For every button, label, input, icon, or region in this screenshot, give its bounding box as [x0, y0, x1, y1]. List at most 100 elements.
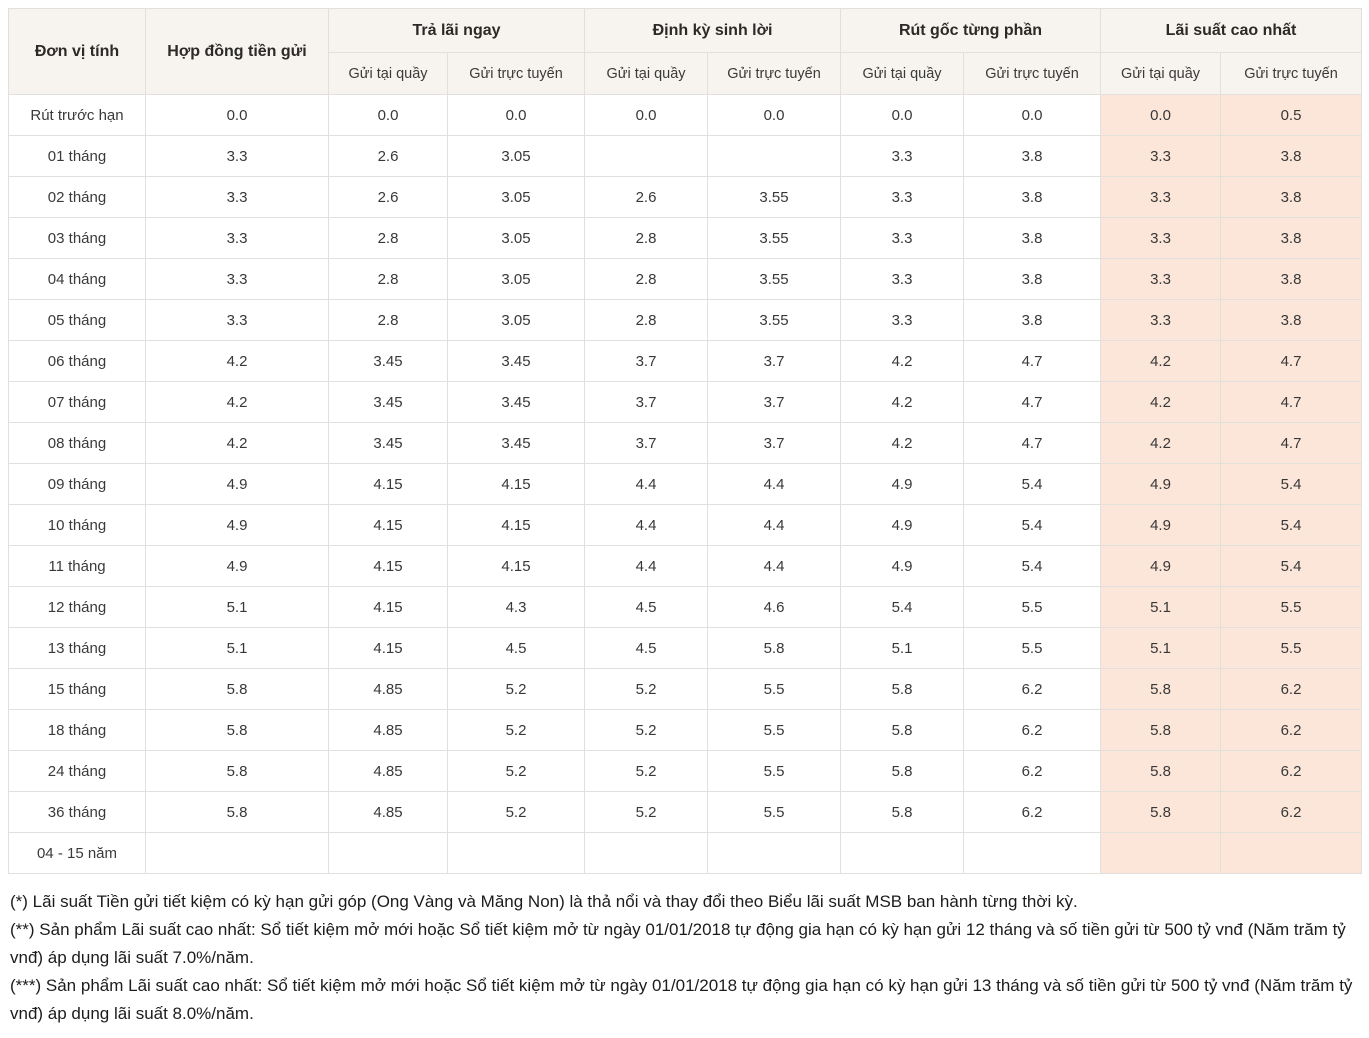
rate-cell	[328, 832, 448, 874]
rate-cell: 0.0	[584, 94, 709, 136]
row-label: Rút trước hạn	[8, 94, 146, 136]
rate-cell-highlight: 0.0	[1100, 94, 1222, 136]
rate-cell	[963, 832, 1102, 874]
rate-cell: 5.2	[446, 791, 586, 833]
group-header-dinh-ky-sinh-loi: Định kỳ sinh lời	[584, 8, 842, 53]
rate-cell-highlight: 5.4	[1220, 504, 1363, 546]
rate-cell: 2.8	[584, 258, 709, 300]
subheader-gui-tai-quay: Gửi tại quầy	[584, 52, 709, 95]
rate-cell-highlight: 4.2	[1100, 340, 1222, 382]
rate-cell-highlight: 5.8	[1100, 750, 1222, 792]
table-row: 15 tháng 5.8 4.85 5.2 5.2 5.5 5.8 6.2 5.8 6.2	[8, 668, 1363, 710]
rate-cell-highlight	[1100, 832, 1222, 874]
rate-cell: 3.05	[446, 135, 586, 177]
rate-cell: 5.8	[145, 709, 329, 751]
rate-cell: 2.8	[328, 258, 448, 300]
rate-cell: 3.45	[328, 422, 448, 464]
rate-cell: 6.2	[963, 750, 1102, 792]
rate-cell-highlight: 4.2	[1100, 381, 1222, 423]
interest-rate-table: Đơn vị tính Hợp đồng tiền gửi Trả lãi ng…	[8, 8, 1363, 874]
rate-cell: 4.2	[840, 381, 965, 423]
rate-cell: 0.0	[328, 94, 448, 136]
rate-cell-highlight: 4.7	[1220, 422, 1363, 464]
rate-cell: 3.55	[707, 258, 842, 300]
rate-cell: 4.2	[145, 422, 329, 464]
table-row: 07 tháng 4.2 3.45 3.45 3.7 3.7 4.2 4.7 4.2 4.7	[8, 381, 1363, 423]
rate-cell: 0.0	[707, 94, 842, 136]
rate-cell: 4.9	[840, 463, 965, 505]
rate-cell: 4.7	[963, 422, 1102, 464]
table-row: 08 tháng 4.2 3.45 3.45 3.7 3.7 4.2 4.7 4.2 4.7	[8, 422, 1363, 464]
rate-cell: 0.0	[145, 94, 329, 136]
rate-cell: 5.4	[963, 504, 1102, 546]
footnote-3: (***) Sản phẩm Lãi suất cao nhất: Sổ tiế…	[10, 976, 1353, 1023]
rate-cell-highlight: 4.7	[1220, 381, 1363, 423]
rate-cell: 5.4	[963, 463, 1102, 505]
rate-cell: 3.3	[840, 299, 965, 341]
row-label: 03 tháng	[8, 217, 146, 259]
table-row: 01 tháng 3.3 2.6 3.05 3.3 3.8 3.3 3.8	[8, 135, 1363, 177]
rate-cell: 3.7	[584, 340, 709, 382]
rate-cell: 4.7	[963, 381, 1102, 423]
rate-cell: 3.3	[145, 299, 329, 341]
rate-cell: 5.2	[584, 791, 709, 833]
rate-cell-highlight: 6.2	[1220, 791, 1363, 833]
row-label: 13 tháng	[8, 627, 146, 669]
rate-cell: 3.45	[328, 340, 448, 382]
row-label: 18 tháng	[8, 709, 146, 751]
rate-cell: 0.0	[446, 94, 586, 136]
row-label: 04 - 15 năm	[8, 832, 146, 874]
rate-cell: 3.05	[446, 176, 586, 218]
rate-cell: 0.0	[840, 94, 965, 136]
row-label: 10 tháng	[8, 504, 146, 546]
rate-cell: 5.4	[840, 586, 965, 628]
rate-cell: 3.8	[963, 217, 1102, 259]
subheader-gui-tai-quay: Gửi tại quầy	[328, 52, 448, 95]
rate-cell: 5.8	[145, 791, 329, 833]
rate-cell: 4.5	[584, 627, 709, 669]
subheader-gui-tai-quay: Gửi tại quầy	[1100, 52, 1222, 95]
rate-cell: 4.4	[584, 504, 709, 546]
rate-cell-highlight: 5.8	[1100, 668, 1222, 710]
rate-cell-highlight: 3.3	[1100, 299, 1222, 341]
rate-cell: 3.45	[328, 381, 448, 423]
row-label: 11 tháng	[8, 545, 146, 587]
row-label: 07 tháng	[8, 381, 146, 423]
group-header-rut-goc-tung-phan: Rút gốc từng phần	[840, 8, 1102, 53]
rate-cell: 5.2	[584, 668, 709, 710]
rate-cell-highlight: 3.3	[1100, 217, 1222, 259]
row-label: 36 tháng	[8, 791, 146, 833]
rate-cell-highlight: 5.5	[1220, 586, 1363, 628]
table-row: 11 tháng 4.9 4.15 4.15 4.4 4.4 4.9 5.4 4.9 5.4	[8, 545, 1363, 587]
table-row: 18 tháng 5.8 4.85 5.2 5.2 5.5 5.8 6.2 5.8 6.2	[8, 709, 1363, 751]
table-row: 10 tháng 4.9 4.15 4.15 4.4 4.4 4.9 5.4 4.9 5.4	[8, 504, 1363, 546]
rate-cell: 4.9	[840, 545, 965, 587]
table-row: 06 tháng 4.2 3.45 3.45 3.7 3.7 4.2 4.7 4.2 4.7	[8, 340, 1363, 382]
rate-cell: 5.5	[707, 791, 842, 833]
table-row: 02 tháng 3.3 2.6 3.05 2.6 3.55 3.3 3.8 3.3 3.8	[8, 176, 1363, 218]
row-label: 06 tháng	[8, 340, 146, 382]
col-header-hop-dong-tien-gui: Hợp đồng tiền gửi	[145, 8, 329, 95]
rate-cell: 3.05	[446, 299, 586, 341]
rate-cell: 3.3	[145, 135, 329, 177]
rate-cell: 4.5	[584, 586, 709, 628]
rate-cell: 3.8	[963, 135, 1102, 177]
rate-cell: 3.7	[584, 422, 709, 464]
table-row: 13 tháng 5.1 4.15 4.5 4.5 5.8 5.1 5.5 5.1 5.5	[8, 627, 1363, 669]
rate-cell: 2.6	[328, 176, 448, 218]
rate-cell: 5.5	[707, 709, 842, 751]
rate-cell: 5.5	[963, 627, 1102, 669]
rate-cell: 4.9	[145, 463, 329, 505]
rate-cell: 5.8	[145, 668, 329, 710]
rate-cell	[584, 832, 709, 874]
footnote-1: (*) Lãi suất Tiền gửi tiết kiệm có kỳ hạ…	[10, 892, 1078, 911]
rate-cell-highlight: 3.8	[1220, 135, 1363, 177]
rate-cell: 4.15	[328, 627, 448, 669]
rate-cell-highlight	[1220, 832, 1363, 874]
rate-cell-highlight: 5.1	[1100, 627, 1222, 669]
row-label: 04 tháng	[8, 258, 146, 300]
rate-cell: 4.2	[840, 422, 965, 464]
rate-cell-highlight: 6.2	[1220, 709, 1363, 751]
row-label: 24 tháng	[8, 750, 146, 792]
subheader-gui-truc-tuyen: Gửi trực tuyến	[707, 52, 842, 95]
